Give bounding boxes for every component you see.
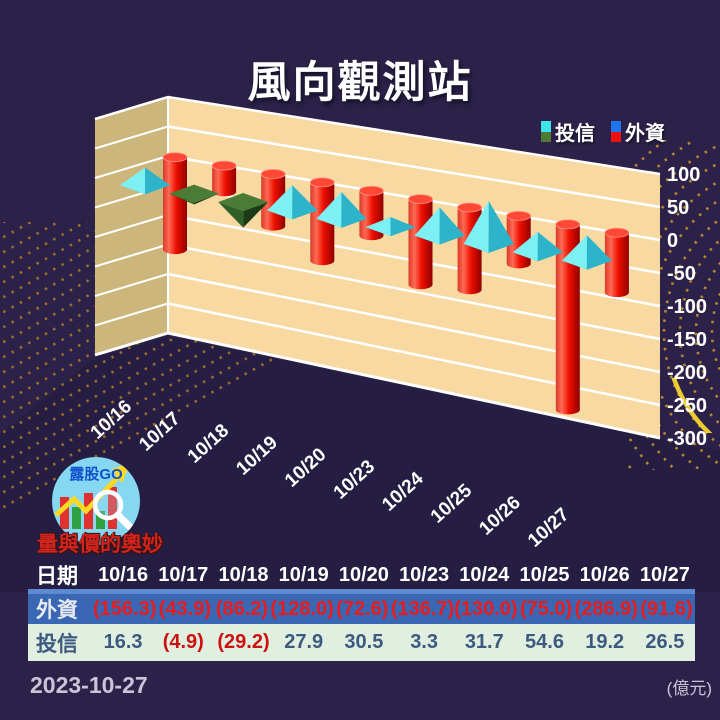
table-cell: 54.6 bbox=[525, 631, 564, 653]
table-cell: 10/23 bbox=[399, 563, 450, 586]
y-tick-label: 50 bbox=[667, 197, 689, 219]
report-date: 2023-10-27 bbox=[30, 672, 148, 698]
y-tick-label: -150 bbox=[667, 329, 707, 351]
table-cell: 31.7 bbox=[464, 631, 504, 653]
date-label: 10/16 bbox=[87, 396, 136, 443]
table-cell: (156.3) bbox=[93, 597, 157, 620]
y-tick-label: 100 bbox=[667, 164, 700, 186]
trust-cone-up bbox=[512, 231, 563, 262]
date-label: 10/27 bbox=[524, 504, 573, 551]
table-cell: (86.2) bbox=[215, 597, 269, 620]
table-cell: (43.9) bbox=[158, 597, 211, 620]
chart-legend: 投信 外資 bbox=[541, 117, 665, 146]
date-label: 10/26 bbox=[475, 492, 524, 539]
table-cell: 27.9 bbox=[284, 631, 324, 653]
row-label: 投信 bbox=[36, 632, 78, 656]
trust-cone-up bbox=[414, 207, 465, 245]
foreign-capital-cylinder bbox=[358, 185, 384, 241]
y-tick-label: -200 bbox=[667, 362, 707, 384]
date-label: 10/25 bbox=[427, 480, 477, 528]
table-cell: (72.6) bbox=[336, 597, 389, 620]
table-cell: 10/25 bbox=[519, 563, 570, 586]
trust-cone-down bbox=[218, 192, 269, 228]
table-cell: 16.3 bbox=[103, 631, 143, 653]
table-cell: (91.6) bbox=[640, 597, 693, 620]
logo-chart-icon bbox=[54, 463, 134, 531]
trust-cone-up bbox=[267, 185, 318, 220]
table-cell: 10/16 bbox=[98, 563, 149, 586]
table-cell: (130.0) bbox=[454, 597, 518, 620]
table-cell: 10/20 bbox=[338, 563, 389, 586]
legend-item-foreign: 外資 bbox=[611, 117, 665, 146]
table-header-row: 日期 10/16 10/17 10/18 10/19 10/20 10/23 10/24 10/… bbox=[28, 560, 695, 589]
table-cell: 3.3 bbox=[410, 631, 438, 653]
magnifier-icon bbox=[92, 489, 124, 521]
unit-label: (億元) bbox=[666, 679, 712, 698]
row-label: 日期 bbox=[36, 565, 78, 588]
table-row-trust: 投信 16.3 (4.9) (29.2) 27.9 30.5 3.3 31.7 54.6 19.2… bbox=[28, 624, 695, 661]
table-cell: 30.5 bbox=[344, 631, 384, 653]
table-cell: 10/17 bbox=[158, 563, 209, 586]
y-tick-label: 0 bbox=[667, 230, 678, 252]
table-cell: (75.0) bbox=[519, 597, 573, 620]
table-cell: (4.9) bbox=[162, 631, 204, 653]
legend-label-foreign: 外資 bbox=[625, 123, 665, 145]
table-cell: 10/26 bbox=[579, 563, 630, 586]
table-cell: (29.2) bbox=[217, 631, 270, 653]
y-axis-labels: 100 50 0 -50 -100 -150 -200 -250 -300 bbox=[667, 164, 707, 450]
table-cell: 26.5 bbox=[645, 631, 685, 653]
row-label: 外資 bbox=[36, 599, 78, 622]
trust-cones bbox=[120, 167, 612, 270]
trust-cone-up bbox=[463, 200, 514, 253]
trust-legend-icon bbox=[541, 121, 551, 142]
arrow-up-icon bbox=[112, 463, 130, 483]
date-label: 10/20 bbox=[281, 444, 330, 491]
trust-cone-up bbox=[365, 217, 416, 237]
table-cell: (128.0) bbox=[270, 597, 334, 620]
legend-item-trust: 投信 bbox=[541, 117, 595, 146]
table-cell: 19.2 bbox=[585, 631, 625, 653]
date-label: 10/17 bbox=[135, 408, 184, 455]
trust-cone-up bbox=[316, 191, 367, 228]
table-cell: 10/24 bbox=[459, 563, 510, 586]
table-cell: (286.9) bbox=[574, 597, 638, 620]
data-table: 日期 10/16 10/17 10/18 10/19 10/20 10/23 10/24 10/… bbox=[28, 560, 695, 661]
logo-badge-text: 露股GO bbox=[69, 466, 123, 483]
foreign-capital-cylinder bbox=[211, 160, 237, 197]
legend-label-trust: 投信 bbox=[555, 123, 595, 145]
foreign-legend-icon bbox=[611, 121, 621, 142]
brand-logo: 露股GO bbox=[52, 457, 140, 545]
y-tick-label: -50 bbox=[667, 263, 696, 285]
trust-cone-up bbox=[561, 235, 612, 270]
trust-cone-down bbox=[169, 184, 220, 205]
y-tick-label: -100 bbox=[667, 296, 707, 318]
date-label: 10/24 bbox=[378, 468, 428, 516]
table-cell: (136.7) bbox=[390, 597, 455, 620]
y-tick-label: -300 bbox=[667, 428, 707, 450]
logo-tagline: 量與價的奧妙 bbox=[37, 533, 163, 556]
foreign-capital-cylinder bbox=[162, 152, 188, 255]
table-cell: 10/18 bbox=[218, 563, 269, 586]
foreign-capital-cylinder bbox=[408, 194, 433, 290]
trust-cone-up bbox=[120, 167, 170, 195]
date-label: 10/18 bbox=[184, 420, 233, 467]
page-title: 風向觀測站 bbox=[247, 59, 473, 107]
y-tick-label: -250 bbox=[667, 395, 707, 417]
table-row-foreign: 外資 (156.3) (43.9) (86.2) (128.0) (72.6) (136.7… bbox=[28, 589, 695, 624]
table-cell: 10/19 bbox=[278, 563, 329, 586]
foreign-capital-cylinder bbox=[604, 227, 630, 298]
date-label: 10/19 bbox=[232, 432, 281, 479]
table-cell: 10/27 bbox=[639, 563, 690, 586]
date-label: 10/23 bbox=[330, 456, 379, 503]
